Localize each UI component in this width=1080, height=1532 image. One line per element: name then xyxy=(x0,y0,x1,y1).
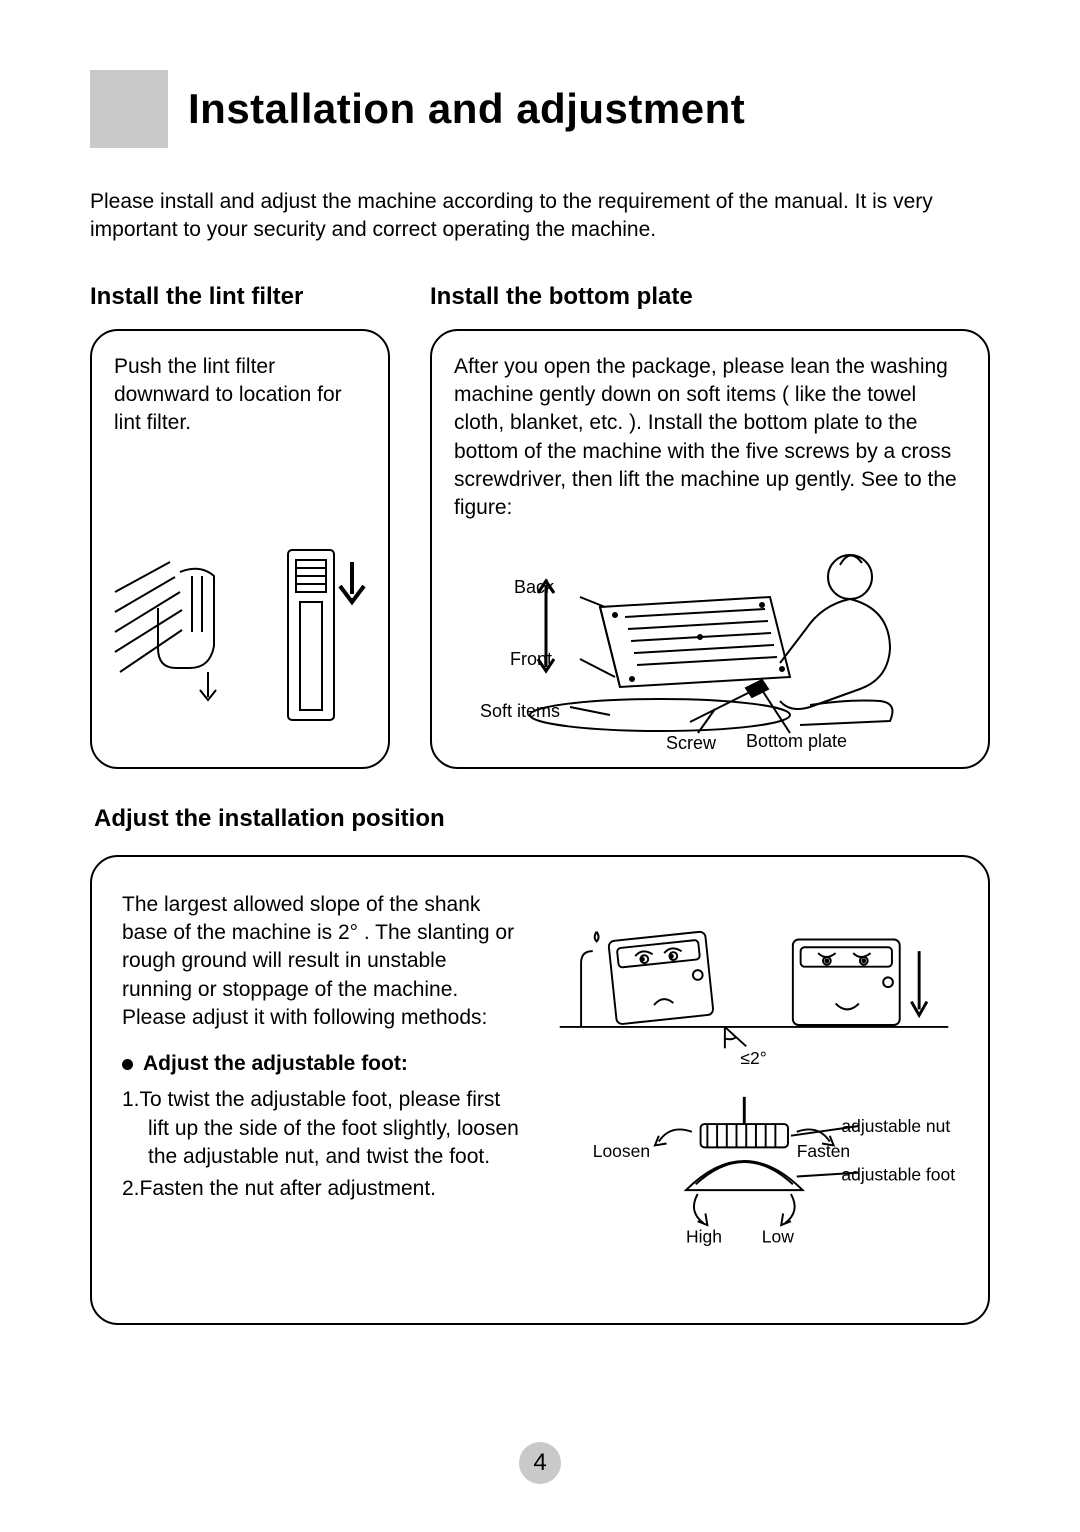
section-bottom-plate: Install the bottom plate After you open … xyxy=(430,283,990,769)
adjust-position-text-column: The largest allowed slope of the shank b… xyxy=(122,891,522,1293)
adjust-position-box: The largest allowed slope of the shank b… xyxy=(90,855,990,1325)
adjust-step-1: 1.To twist the adjustable foot, please f… xyxy=(122,1086,522,1171)
adjust-step-2: 2.Fasten the nut after adjustment. xyxy=(122,1175,522,1203)
bottom-plate-heading: Install the bottom plate xyxy=(430,283,990,311)
label-adj-foot: adjustable foot xyxy=(841,1164,955,1184)
label-adj-nut: adjustable nut xyxy=(841,1116,950,1136)
label-low: Low xyxy=(762,1226,794,1246)
adjust-position-heading: Adjust the installation position xyxy=(94,805,990,833)
label-loosen: Loosen xyxy=(593,1141,650,1161)
section-lint-filter: Install the lint filter Push the lint fi… xyxy=(90,283,390,769)
bullet-icon xyxy=(122,1059,133,1070)
bottom-plate-text: After you open the package, please lean … xyxy=(454,353,966,523)
label-angle: ≤2° xyxy=(740,1048,766,1068)
label-soft-items: Soft items xyxy=(480,701,560,721)
lint-filter-box: Push the lint filter downward to locatio… xyxy=(90,329,390,769)
page-title: Installation and adjustment xyxy=(188,85,745,133)
lint-filter-heading: Install the lint filter xyxy=(90,283,390,311)
two-column-layout: Install the lint filter Push the lint fi… xyxy=(90,283,990,769)
adjust-steps-list: 1.To twist the adjustable foot, please f… xyxy=(122,1086,522,1203)
adjust-position-intro: The largest allowed slope of the shank b… xyxy=(122,891,522,1033)
lint-filter-diagram xyxy=(92,532,388,767)
bottom-plate-diagram: Back Front Soft items Screw Bottom plate xyxy=(432,537,988,767)
label-high: High xyxy=(686,1226,722,1246)
page-number: 4 xyxy=(519,1442,561,1484)
title-square-icon xyxy=(90,70,168,148)
adjust-position-diagram: ≤2° Loosen Fasten High Low adjustable nu… xyxy=(550,891,958,1293)
bullet-row: Adjust the adjustable foot: xyxy=(122,1052,522,1076)
bottom-plate-box: After you open the package, please lean … xyxy=(430,329,990,769)
label-bottom-plate: Bottom plate xyxy=(746,731,847,751)
label-fasten: Fasten xyxy=(797,1141,850,1161)
intro-paragraph: Please install and adjust the machine ac… xyxy=(90,188,990,245)
bullet-label: Adjust the adjustable foot: xyxy=(143,1052,408,1076)
label-screw: Screw xyxy=(666,733,717,753)
title-row: Installation and adjustment xyxy=(90,70,990,148)
lint-filter-text: Push the lint filter downward to locatio… xyxy=(114,353,366,438)
label-front: Front xyxy=(510,649,552,669)
page-number-value: 4 xyxy=(533,1449,546,1477)
label-back: Back xyxy=(514,577,555,597)
